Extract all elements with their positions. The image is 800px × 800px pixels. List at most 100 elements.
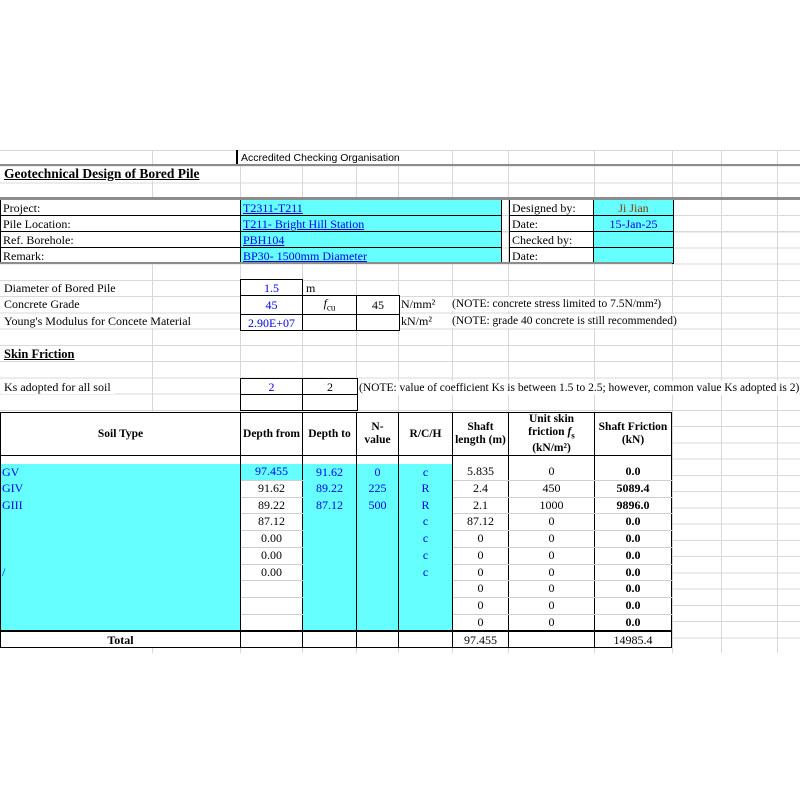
empty-cell[interactable] bbox=[302, 314, 357, 332]
ks-check-value-cell[interactable]: 2 bbox=[302, 378, 358, 395]
fcu-value-cell[interactable]: 45 bbox=[356, 294, 400, 316]
project-value-cell[interactable]: T2311-T211 bbox=[240, 199, 502, 216]
cell-rch[interactable]: c bbox=[398, 564, 453, 581]
pile-location-value-link[interactable]: T211- Bright Hill Station bbox=[243, 216, 365, 231]
designed-by-value-cell[interactable]: Ji Jian bbox=[593, 199, 674, 216]
cell-depth-from[interactable]: 97.455 bbox=[240, 464, 303, 482]
cell-n-value[interactable] bbox=[356, 614, 399, 632]
cell-unit-friction[interactable]: 0 bbox=[508, 513, 595, 532]
cell-soil-type[interactable] bbox=[0, 530, 241, 548]
empty-cell[interactable] bbox=[356, 314, 400, 332]
cell-shaft-length[interactable]: 0 bbox=[452, 597, 509, 615]
cell-depth-to[interactable]: 91.62 bbox=[302, 464, 357, 481]
cell-n-value[interactable] bbox=[356, 530, 399, 548]
cell-depth-from[interactable]: 0.00 bbox=[240, 530, 303, 548]
cell-unit-friction[interactable]: 0 bbox=[508, 597, 595, 615]
cell-shaft-length[interactable]: 0 bbox=[452, 564, 509, 582]
cell-rch[interactable]: c bbox=[398, 464, 453, 481]
cell-soil-type[interactable]: GV bbox=[0, 464, 241, 481]
cell-depth-to[interactable] bbox=[302, 580, 357, 598]
cell-depth-to[interactable] bbox=[302, 547, 357, 565]
check-date-value-cell[interactable] bbox=[593, 247, 674, 264]
remark-value-link[interactable]: BP30- 1500mm Diameter bbox=[243, 248, 367, 263]
cell-unit-friction[interactable]: 0 bbox=[508, 464, 595, 482]
pile-location-value-cell[interactable]: T211- Bright Hill Station bbox=[240, 215, 502, 232]
cell-shaft-friction[interactable]: 0.0 bbox=[594, 564, 672, 582]
cell-depth-to[interactable] bbox=[302, 530, 357, 548]
cell-depth-to[interactable] bbox=[302, 597, 357, 615]
cell-shaft-length[interactable]: 0 bbox=[452, 614, 509, 632]
checked-by-value-cell[interactable] bbox=[593, 231, 674, 248]
cell-shaft-length[interactable]: 2.1 bbox=[452, 497, 509, 515]
cell-rch[interactable]: c bbox=[398, 530, 453, 548]
cell-rch[interactable]: c bbox=[398, 513, 453, 531]
cell-shaft-friction[interactable]: 0.0 bbox=[594, 580, 672, 598]
cell-n-value[interactable] bbox=[356, 513, 399, 531]
ks-extra-cell[interactable] bbox=[240, 394, 303, 411]
cell-rch[interactable]: R bbox=[398, 497, 453, 514]
diameter-value-cell[interactable]: 1.5 bbox=[240, 279, 303, 296]
cell-soil-type[interactable] bbox=[0, 597, 241, 615]
cell-unit-friction[interactable]: 0 bbox=[508, 547, 595, 565]
cell-unit-friction[interactable]: 0 bbox=[508, 530, 595, 548]
ks-extra-cell[interactable] bbox=[302, 394, 358, 411]
youngs-modulus-value-cell[interactable]: 2.90E+07 bbox=[240, 314, 303, 332]
cell-n-value[interactable]: 500 bbox=[356, 497, 399, 514]
cell-shaft-friction[interactable]: 0.0 bbox=[594, 464, 672, 482]
cell-unit-friction[interactable]: 0 bbox=[508, 614, 595, 632]
cell-rch[interactable] bbox=[398, 580, 453, 598]
ks-value-cell[interactable]: 2 bbox=[240, 378, 303, 395]
cell-depth-to[interactable]: 87.12 bbox=[302, 497, 357, 514]
cell-n-value[interactable]: 0 bbox=[356, 464, 399, 481]
cell-shaft-friction[interactable]: 0.0 bbox=[594, 614, 672, 632]
cell-depth-from[interactable]: 0.00 bbox=[240, 564, 303, 582]
cell-shaft-friction[interactable]: 0.0 bbox=[594, 547, 672, 565]
cell-soil-type[interactable]: GIV bbox=[0, 480, 241, 498]
cell-depth-to[interactable] bbox=[302, 513, 357, 531]
cell-depth-from[interactable] bbox=[240, 580, 303, 598]
cell-soil-type[interactable] bbox=[0, 547, 241, 565]
cell-unit-friction[interactable]: 1000 bbox=[508, 497, 595, 515]
cell-shaft-length[interactable]: 0 bbox=[452, 580, 509, 598]
cell-rch[interactable]: R bbox=[398, 480, 453, 498]
cell-n-value[interactable] bbox=[356, 580, 399, 598]
cell-n-value[interactable]: 225 bbox=[356, 480, 399, 498]
cell-unit-friction[interactable]: 450 bbox=[508, 480, 595, 498]
borehole-value-link[interactable]: PBH104 bbox=[243, 232, 285, 247]
cell-shaft-friction[interactable]: 0.0 bbox=[594, 513, 672, 532]
cell-shaft-friction[interactable]: 9896.0 bbox=[594, 497, 672, 515]
cell-shaft-friction[interactable]: 5089.4 bbox=[594, 480, 672, 498]
cell-shaft-length[interactable]: 5.835 bbox=[452, 464, 509, 482]
project-value-link[interactable]: T2311-T211 bbox=[243, 200, 303, 215]
cell-depth-from[interactable]: 89.22 bbox=[240, 497, 303, 515]
cell-unit-friction[interactable]: 0 bbox=[508, 564, 595, 582]
cell-rch[interactable] bbox=[398, 614, 453, 632]
cell-depth-to[interactable] bbox=[302, 564, 357, 581]
cell-soil-type[interactable]: / bbox=[0, 564, 241, 581]
cell-soil-type[interactable] bbox=[0, 513, 241, 531]
cell-shaft-length[interactable]: 2.4 bbox=[452, 480, 509, 498]
cell-shaft-friction[interactable]: 0.0 bbox=[594, 530, 672, 548]
cell-depth-to[interactable]: 89.22 bbox=[302, 480, 357, 498]
cell-shaft-length[interactable]: 87.12 bbox=[452, 513, 509, 532]
cell-depth-from[interactable]: 87.12 bbox=[240, 513, 303, 532]
remark-value-cell[interactable]: BP30- 1500mm Diameter bbox=[240, 247, 502, 264]
cell-depth-from[interactable]: 0.00 bbox=[240, 547, 303, 565]
cell-depth-to[interactable] bbox=[302, 614, 357, 632]
cell-unit-friction[interactable]: 0 bbox=[508, 580, 595, 598]
cell-n-value[interactable] bbox=[356, 597, 399, 615]
design-date-value-cell[interactable]: 15-Jan-25 bbox=[593, 215, 674, 232]
cell-shaft-friction[interactable]: 0.0 bbox=[594, 597, 672, 615]
cell-soil-type[interactable]: GIII bbox=[0, 497, 241, 514]
cell-rch[interactable] bbox=[398, 597, 453, 615]
borehole-value-cell[interactable]: PBH104 bbox=[240, 231, 502, 248]
cell-rch[interactable]: c bbox=[398, 547, 453, 565]
cell-depth-from[interactable] bbox=[240, 597, 303, 615]
cell-soil-type[interactable] bbox=[0, 580, 241, 598]
cell-depth-from[interactable] bbox=[240, 614, 303, 632]
cell-n-value[interactable] bbox=[356, 564, 399, 581]
cell-soil-type[interactable] bbox=[0, 614, 241, 632]
concrete-grade-value-cell[interactable]: 45 bbox=[240, 294, 303, 316]
cell-n-value[interactable] bbox=[356, 547, 399, 565]
cell-shaft-length[interactable]: 0 bbox=[452, 547, 509, 565]
